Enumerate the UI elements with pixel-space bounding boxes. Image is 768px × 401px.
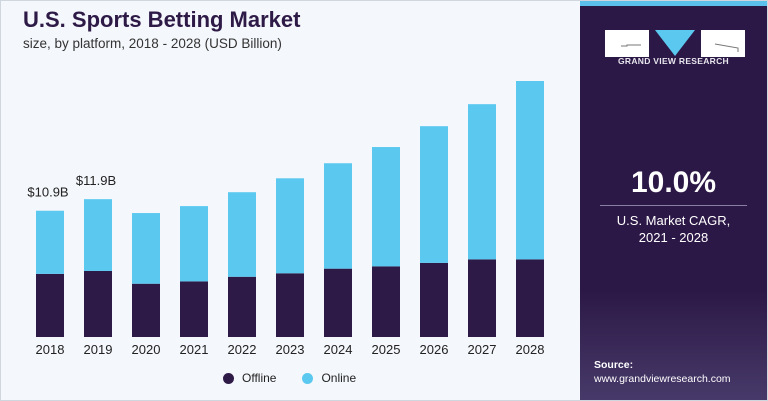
x-tick-label: 2018 [36,342,65,357]
x-tick-label: 2022 [228,342,257,357]
cagr-label-line1: U.S. Market CAGR, [616,213,731,228]
data-label: $10.9B [27,185,68,200]
bar-online-2026 [420,126,448,263]
bar-online-2024 [324,163,352,269]
x-tick-label: 2023 [276,342,305,357]
bar-online-2025 [372,147,400,267]
bar-offline-2024 [324,268,352,337]
bar-chart: 2018 $10.9B 2019 $11.9B 2020 2021 2022 2023 2024… [27,81,545,357]
x-tick-label: 2027 [468,342,497,357]
cagr-label-line2: 2021 - 2028 [638,230,709,245]
bar-online-2023 [276,178,304,274]
bar-online-2020 [132,213,160,284]
x-tick-label: 2024 [324,342,353,357]
source-label: Source: [594,359,634,371]
legend-item-offline: Offline [223,371,276,385]
bar-offline-2023 [276,273,304,337]
cagr-value: 10.0% [630,166,717,199]
bar-offline-2019 [84,270,112,337]
legend-label: Offline [242,371,277,385]
bar-offline-2027 [468,259,496,337]
chart-title: U.S. Sports Betting Market [23,7,301,32]
bar-offline-2020 [132,283,160,337]
bar-online-2028 [516,81,544,260]
x-tick-label: 2020 [132,342,161,357]
source-link[interactable]: www.grandviewresearch.com [594,373,731,385]
data-label: $11.9B [76,173,116,188]
bar-online-2018 [36,210,64,274]
sidebar-panel: GRAND VIEW RESEARCH 10.0% U.S. Market CA… [580,1,767,400]
bar-offline-2025 [372,266,400,337]
bar-online-2021 [180,206,208,282]
legend-dot-icon [302,372,314,384]
legend: Offline Online [223,371,356,385]
legend-dot-icon [223,372,234,384]
cagr-label: U.S. Market CAGR, 2021 - 2028 [580,212,767,246]
x-tick-label: 2028 [516,342,545,357]
legend-label: Online [321,371,357,385]
bar-offline-2022 [228,276,256,337]
grand-view-research-logo [605,30,745,57]
x-tick-label: 2019 [84,342,113,357]
source: Source: www.grandviewresearch.com [594,358,731,386]
bar-offline-2021 [180,281,208,337]
bar-offline-2026 [420,262,448,337]
chart-subtitle: size, by platform, 2018 - 2028 (USD Bill… [23,36,282,51]
x-tick-label: 2026 [420,342,449,357]
bar-online-2022 [228,192,256,277]
divider [600,205,747,206]
bar-online-2019 [84,199,112,271]
x-tick-label: 2021 [180,342,209,357]
bar-offline-2028 [516,259,544,337]
bar-offline-2018 [36,273,64,337]
legend-item-online: Online [302,371,356,385]
bar-online-2027 [468,104,496,260]
brand-name: GRAND VIEW RESEARCH [617,56,729,66]
x-tick-label: 2025 [372,342,401,357]
